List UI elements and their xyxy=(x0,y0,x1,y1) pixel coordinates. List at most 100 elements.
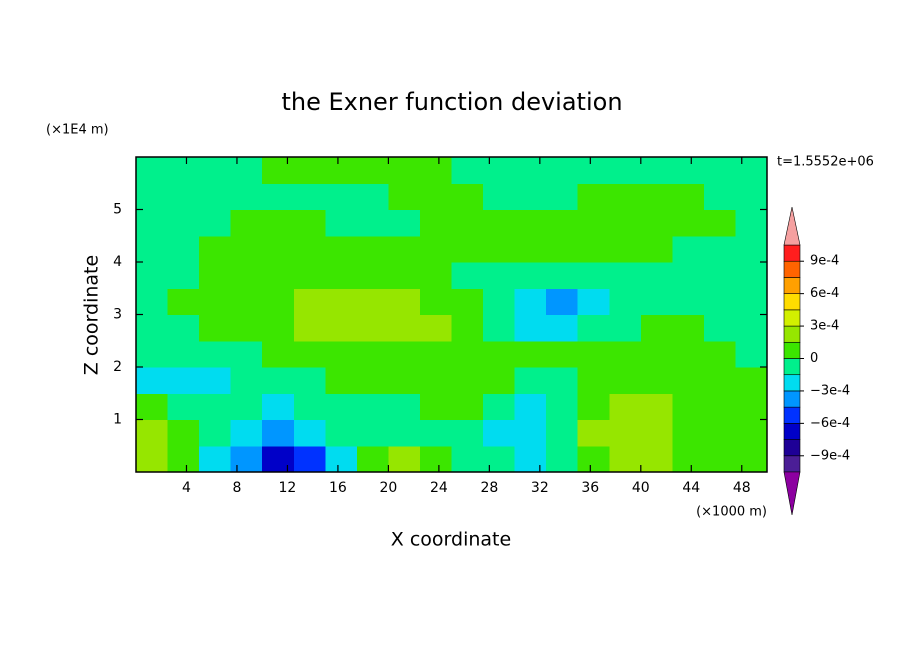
contour-cell xyxy=(546,183,579,211)
contour-cell xyxy=(230,314,263,342)
contour-cell xyxy=(325,183,358,211)
contour-cell xyxy=(167,367,200,394)
contour-cell xyxy=(609,288,642,316)
contour-cell xyxy=(230,288,263,316)
contour-cell xyxy=(136,288,169,316)
contour-cell xyxy=(577,262,610,289)
contour-cell xyxy=(483,367,516,394)
contour-cell xyxy=(293,183,326,211)
contour-cell xyxy=(640,445,673,473)
contour-cell xyxy=(640,340,673,368)
contour-cell xyxy=(451,314,484,342)
contour-cell xyxy=(672,288,705,316)
contour-cell xyxy=(388,157,421,184)
time-annotation: t=1.5552e+06 xyxy=(777,155,874,170)
contour-cell xyxy=(167,445,200,473)
contour-cell xyxy=(735,393,768,421)
contour-cell xyxy=(609,393,642,421)
x-tick-label: 32 xyxy=(531,480,549,496)
colorbar-tick-label: 6e-4 xyxy=(810,286,839,301)
contour-cell xyxy=(514,367,547,394)
contour-cell xyxy=(483,262,516,289)
contour-cell xyxy=(167,288,200,316)
colorbar-band xyxy=(783,293,801,311)
contour-cell xyxy=(419,445,453,473)
contour-cell xyxy=(609,209,642,237)
contour-cell xyxy=(735,235,768,263)
colorbar-band xyxy=(783,374,801,392)
contour-cell xyxy=(199,183,232,211)
contour-cell xyxy=(388,340,421,368)
contour-cell xyxy=(514,183,547,211)
contour-cell xyxy=(325,445,358,473)
contour-cell xyxy=(230,183,263,211)
contour-cell xyxy=(293,314,326,342)
contour-cell xyxy=(672,314,705,342)
contour-cell xyxy=(419,314,453,342)
contour-cell xyxy=(262,262,295,289)
contour-cell xyxy=(356,393,389,421)
contour-cell xyxy=(388,419,421,447)
contour-cell xyxy=(262,419,295,447)
contour-cell xyxy=(293,235,326,263)
y-tick-label: 4 xyxy=(113,254,122,270)
contour-cell xyxy=(325,235,358,263)
contour-cell xyxy=(262,157,295,184)
contour-cell xyxy=(735,340,768,368)
contour-cell xyxy=(419,340,453,368)
colorbar-band xyxy=(783,309,801,327)
y-axis-label: Z coordinate xyxy=(81,255,103,375)
contour-cell xyxy=(199,209,232,237)
contour-cell xyxy=(451,157,484,184)
colorbar-band xyxy=(783,406,801,424)
contour-cell xyxy=(703,340,737,368)
contour-cell xyxy=(577,183,610,211)
contour-cell xyxy=(703,419,737,447)
contour-cell xyxy=(640,235,673,263)
contour-cell xyxy=(356,445,389,473)
contour-cell xyxy=(672,209,705,237)
contour-cell xyxy=(199,445,232,473)
contour-cell xyxy=(230,445,263,473)
contour-cell xyxy=(577,209,610,237)
contour-cell xyxy=(672,393,705,421)
contour-cell xyxy=(356,157,389,184)
colorbar-band xyxy=(783,325,801,343)
axes: 4 8 12 16 20 24 28 32 36 40 44 4812345−9e-4−6e-4−3e… xyxy=(113,156,850,516)
contour-cell xyxy=(262,445,295,473)
contour-cell xyxy=(672,235,705,263)
colorbar-tick-label: 3e-4 xyxy=(810,319,839,334)
contour-cell xyxy=(356,288,389,316)
contour-cell xyxy=(577,393,610,421)
contour-cell xyxy=(325,314,358,342)
contour-cell xyxy=(136,340,169,368)
contour-cell xyxy=(388,235,421,263)
colorbar-band xyxy=(783,423,801,440)
contour-cell xyxy=(577,288,610,316)
x-tick-label: 8 xyxy=(232,480,241,496)
contour-cell xyxy=(293,340,326,368)
contour-cell xyxy=(672,419,705,447)
contour-cell xyxy=(735,445,768,473)
contour-cell xyxy=(546,419,579,447)
contour-cell xyxy=(703,314,737,342)
contour-cell xyxy=(483,419,516,447)
contour-cell xyxy=(609,262,642,289)
contour-cell xyxy=(262,393,295,421)
contour-cell xyxy=(609,340,642,368)
contour-cell xyxy=(136,393,169,421)
contour-cell xyxy=(451,235,484,263)
contour-cell xyxy=(356,262,389,289)
x-tick-label: 40 xyxy=(632,480,650,496)
contour-cell xyxy=(199,157,232,184)
contour-cell xyxy=(609,235,642,263)
contour-cell xyxy=(356,183,389,211)
contour-cell xyxy=(356,340,389,368)
contour-cell xyxy=(483,183,516,211)
contour-cell xyxy=(703,367,737,394)
contour-cell xyxy=(640,393,673,421)
contour-cell xyxy=(356,235,389,263)
contour-cell xyxy=(735,157,768,184)
contour-cell xyxy=(577,157,610,184)
